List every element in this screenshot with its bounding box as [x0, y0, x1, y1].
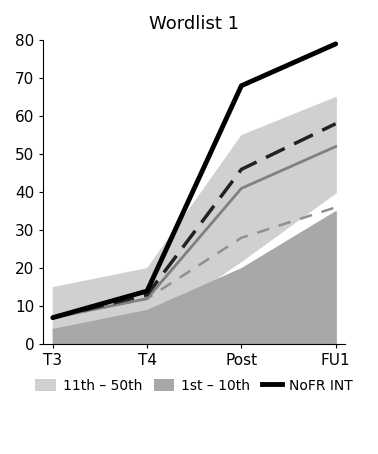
Title: Wordlist 1: Wordlist 1	[149, 15, 239, 33]
Legend: 11th – 50th, 1st – 10th, NoFR INT: 11th – 50th, 1st – 10th, NoFR INT	[30, 373, 359, 398]
